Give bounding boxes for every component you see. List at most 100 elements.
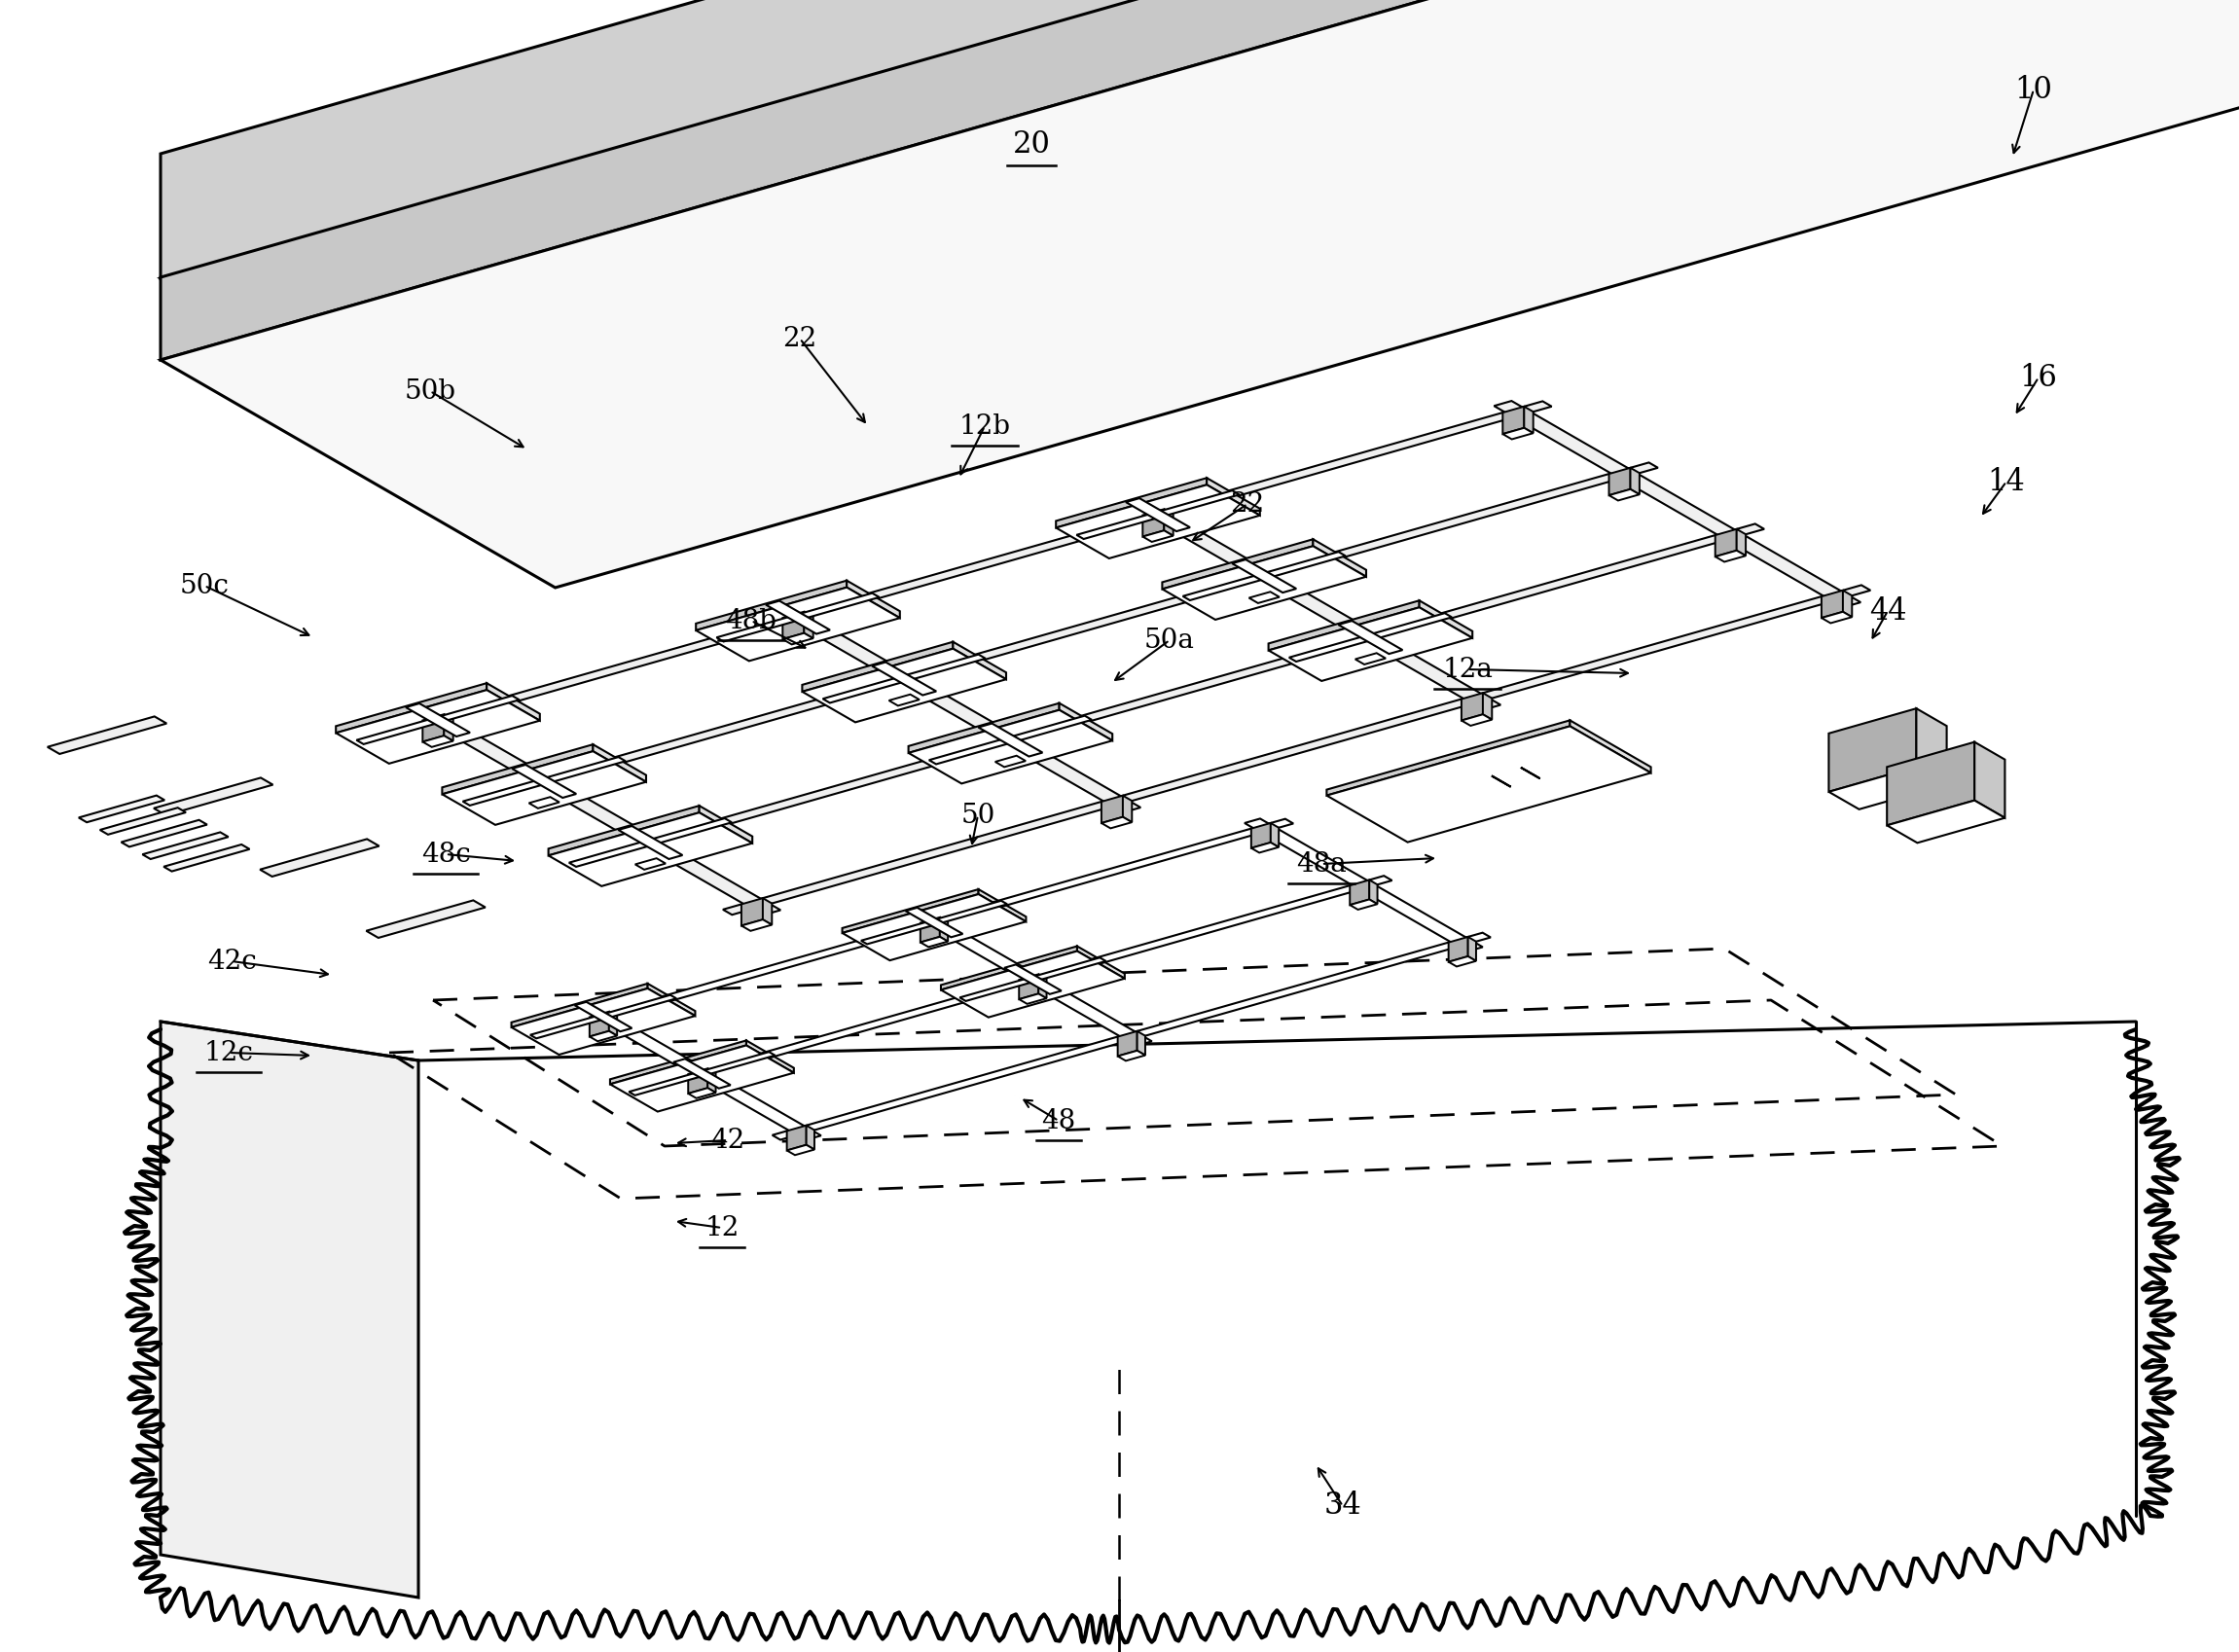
Polygon shape xyxy=(1252,843,1278,852)
Polygon shape xyxy=(1077,491,1240,539)
Polygon shape xyxy=(551,775,560,803)
Polygon shape xyxy=(1502,428,1534,439)
Polygon shape xyxy=(403,401,1552,730)
Polygon shape xyxy=(1249,570,1270,598)
Text: 48a: 48a xyxy=(1296,851,1346,877)
Polygon shape xyxy=(1245,819,1482,952)
Text: 48: 48 xyxy=(1041,1107,1075,1133)
Polygon shape xyxy=(1482,692,1491,720)
Polygon shape xyxy=(1126,499,1191,532)
Polygon shape xyxy=(889,694,920,705)
Polygon shape xyxy=(441,745,593,795)
Polygon shape xyxy=(1137,1031,1144,1056)
Polygon shape xyxy=(687,1069,708,1094)
Polygon shape xyxy=(1449,957,1476,966)
Polygon shape xyxy=(121,819,206,847)
Polygon shape xyxy=(101,808,186,834)
Polygon shape xyxy=(161,0,2239,506)
Polygon shape xyxy=(1164,509,1173,535)
Polygon shape xyxy=(575,819,1294,1026)
Polygon shape xyxy=(696,588,900,661)
Polygon shape xyxy=(1917,709,1946,785)
Polygon shape xyxy=(414,709,781,915)
Polygon shape xyxy=(336,691,540,763)
Polygon shape xyxy=(929,715,1093,765)
Polygon shape xyxy=(741,920,772,932)
Polygon shape xyxy=(549,813,752,885)
Polygon shape xyxy=(1350,881,1370,905)
Polygon shape xyxy=(784,611,804,639)
Polygon shape xyxy=(463,757,625,806)
Polygon shape xyxy=(1462,714,1491,725)
Polygon shape xyxy=(1462,692,1482,720)
Text: 12b: 12b xyxy=(958,413,1010,439)
Polygon shape xyxy=(842,889,978,933)
Text: 50a: 50a xyxy=(1144,628,1196,653)
Polygon shape xyxy=(161,0,2134,278)
Polygon shape xyxy=(978,889,1025,922)
Polygon shape xyxy=(636,859,665,869)
Polygon shape xyxy=(154,778,273,814)
Polygon shape xyxy=(1630,468,1639,494)
Polygon shape xyxy=(822,654,985,702)
Polygon shape xyxy=(1142,530,1173,542)
Polygon shape xyxy=(763,899,772,925)
Text: 48b: 48b xyxy=(725,608,777,634)
Polygon shape xyxy=(609,1046,795,1112)
Polygon shape xyxy=(78,796,166,823)
Text: 12c: 12c xyxy=(204,1039,253,1066)
Polygon shape xyxy=(143,833,228,859)
Polygon shape xyxy=(575,1001,631,1031)
Polygon shape xyxy=(1057,477,1207,527)
Polygon shape xyxy=(862,900,1008,945)
Polygon shape xyxy=(716,593,880,641)
Polygon shape xyxy=(647,983,694,1016)
Polygon shape xyxy=(1005,965,1061,995)
Text: 20: 20 xyxy=(1012,129,1050,159)
Polygon shape xyxy=(1887,742,1975,826)
Polygon shape xyxy=(528,775,551,803)
Text: 16: 16 xyxy=(2020,362,2058,393)
Polygon shape xyxy=(1182,552,1346,600)
Polygon shape xyxy=(1272,823,1278,847)
Polygon shape xyxy=(609,1041,746,1084)
Polygon shape xyxy=(1249,591,1278,603)
Polygon shape xyxy=(699,806,752,843)
Polygon shape xyxy=(1829,709,1917,791)
Polygon shape xyxy=(914,914,1151,1046)
Polygon shape xyxy=(784,633,813,644)
Text: 34: 34 xyxy=(1323,1492,1361,1521)
Polygon shape xyxy=(905,907,963,937)
Polygon shape xyxy=(1328,720,1570,796)
Polygon shape xyxy=(161,0,2239,588)
Polygon shape xyxy=(163,844,249,871)
Polygon shape xyxy=(940,952,1124,1018)
Polygon shape xyxy=(1715,529,1737,557)
Polygon shape xyxy=(1377,631,1386,659)
Polygon shape xyxy=(510,988,694,1054)
Polygon shape xyxy=(1312,539,1366,577)
Text: 50: 50 xyxy=(961,803,994,828)
Polygon shape xyxy=(920,917,940,942)
Polygon shape xyxy=(842,894,1025,960)
Polygon shape xyxy=(593,745,647,781)
Polygon shape xyxy=(656,838,665,864)
Polygon shape xyxy=(889,672,911,700)
Polygon shape xyxy=(1502,406,1525,434)
Text: 22: 22 xyxy=(784,325,817,352)
Polygon shape xyxy=(978,724,1043,757)
Polygon shape xyxy=(1270,570,1278,596)
Polygon shape xyxy=(1420,601,1473,638)
Polygon shape xyxy=(741,899,763,925)
Polygon shape xyxy=(423,714,443,742)
Polygon shape xyxy=(846,580,900,618)
Polygon shape xyxy=(871,662,936,695)
Polygon shape xyxy=(510,463,1657,793)
Text: 42c: 42c xyxy=(206,948,255,975)
Polygon shape xyxy=(804,611,813,638)
Polygon shape xyxy=(1610,489,1639,501)
Polygon shape xyxy=(772,933,1491,1140)
Polygon shape xyxy=(618,826,683,859)
Polygon shape xyxy=(940,917,947,942)
Polygon shape xyxy=(1370,881,1377,904)
